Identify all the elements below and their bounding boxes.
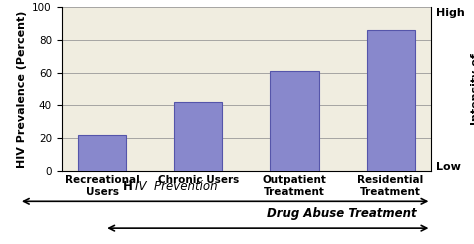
Text: Drug Abuse Treatment: Drug Abuse Treatment xyxy=(267,207,417,220)
Bar xyxy=(78,135,127,171)
Bar xyxy=(174,102,222,171)
Bar xyxy=(271,71,319,171)
Text: IV  Prevention: IV Prevention xyxy=(135,180,218,193)
Bar xyxy=(366,30,415,171)
Text: H: H xyxy=(123,180,133,193)
Y-axis label: Intensity of
Resources: Intensity of Resources xyxy=(471,53,474,125)
Y-axis label: HIV Prevalence (Percent): HIV Prevalence (Percent) xyxy=(17,10,27,168)
